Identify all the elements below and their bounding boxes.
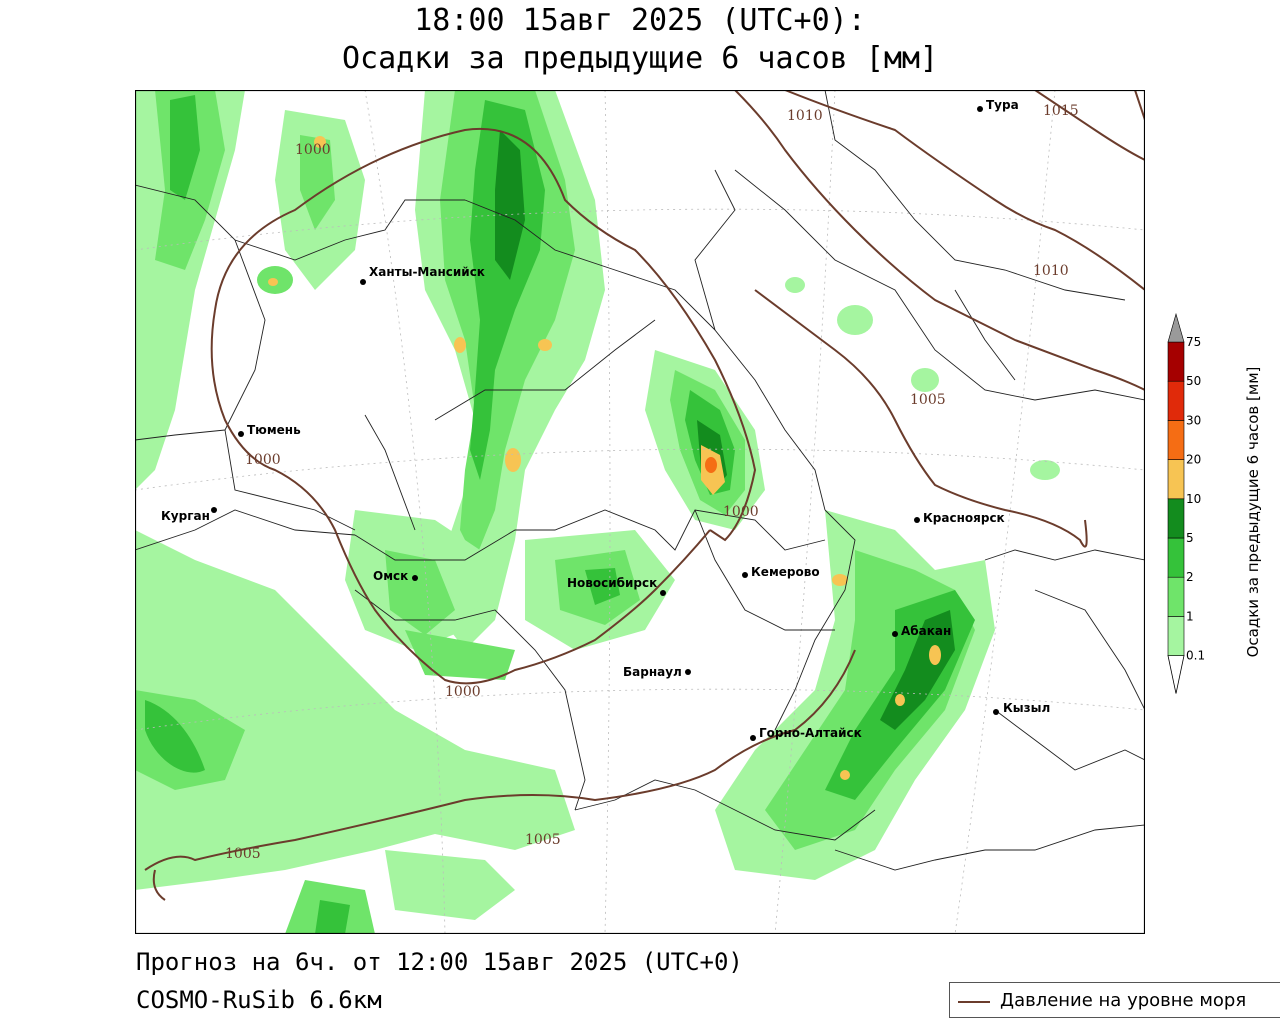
colorbar-level-label: 5 xyxy=(1186,531,1194,545)
city-label: Курган xyxy=(161,509,210,523)
graticule xyxy=(135,90,1145,934)
city-label: Кызыл xyxy=(1003,701,1050,715)
colorbar-level-label: 50 xyxy=(1186,374,1201,388)
map-title-time: 18:00 15авг 2025 (UTC+0): xyxy=(414,3,866,38)
city-kemerovo: Кемерово xyxy=(742,565,820,579)
colorbar-level-label: 20 xyxy=(1186,453,1201,467)
isobar-label: 1010 xyxy=(1033,263,1069,279)
colorbar-swatch xyxy=(1167,537,1185,578)
isobar-label: 1005 xyxy=(225,846,261,862)
isobar-label: 1010 xyxy=(787,108,823,124)
colorbar-level-label: 0.1 xyxy=(1186,649,1205,663)
city-label: Кемерово xyxy=(751,565,820,579)
forecast-info: Прогноз на 6ч. от 12:00 15авг 2025 (UTC+… xyxy=(136,948,743,976)
city-tyumen: Тюмень xyxy=(238,423,301,437)
city-kyzyl: Кызыл xyxy=(993,701,1050,715)
isobar-label: 1005 xyxy=(525,832,561,848)
isobars xyxy=(144,90,1145,901)
city-label: Барнаул xyxy=(623,665,682,679)
colorbar-swatch xyxy=(1167,498,1185,539)
city-omsk: Омск xyxy=(373,569,418,583)
model-name: COSMO-RuSib 6.6км xyxy=(136,986,382,1014)
isobar-label: 1000 xyxy=(445,684,481,700)
colorbar-above-triangle xyxy=(1167,312,1185,343)
colorbar-level-label: 10 xyxy=(1186,492,1201,506)
isobar-label: 1005 xyxy=(910,392,946,408)
city-krasnoyarsk: Красноярск xyxy=(914,511,1005,525)
precipitation-map: 1010 1015 1000 1010 1005 1000 1000 1000 … xyxy=(135,90,1145,934)
isobar-label: 1000 xyxy=(245,452,281,468)
city-gorno-altaysk: Горно-Алтайск xyxy=(750,726,862,741)
colorbar-swatch xyxy=(1167,459,1185,500)
city-label: Горно-Алтайск xyxy=(759,726,862,740)
pressure-legend-label: Давление на уровне моря xyxy=(1000,990,1247,1011)
isobar-label: 1015 xyxy=(1043,103,1079,119)
colorbar-labels: 0.1 1 2 5 10 20 30 50 75 xyxy=(1186,335,1205,663)
pressure-legend: Давление на уровне моря xyxy=(949,982,1280,1018)
city-label: Красноярск xyxy=(923,511,1005,525)
city-kurgan: Курган xyxy=(161,507,217,523)
colorbar-below-triangle xyxy=(1167,655,1185,694)
colorbar-swatch xyxy=(1167,420,1185,460)
precipitation-colorbar: 0.1 1 2 5 10 20 30 50 75 Осадки за предыдущие 6 … xyxy=(1160,312,1280,712)
colorbar-swatch xyxy=(1167,380,1185,421)
city-barnaul: Барнаул xyxy=(623,665,691,679)
colorbar-level-label: 2 xyxy=(1186,570,1194,584)
colorbar-title: Осадки за предыдущие 6 часов [мм] xyxy=(1244,367,1262,658)
isobar-label: 1000 xyxy=(723,504,759,520)
city-novosibirsk: Новосибирск xyxy=(567,576,666,596)
isobar-label: 1000 xyxy=(295,142,331,158)
isobar-labels: 1010 1015 1000 1010 1005 1000 1000 1000 … xyxy=(225,103,1079,862)
colorbar-level-label: 75 xyxy=(1186,335,1201,349)
map-title-variable: Осадки за предыдущие 6 часов [мм] xyxy=(341,41,939,76)
city-label: Абакан xyxy=(901,624,951,638)
city-label: Тюмень xyxy=(247,423,301,437)
colorbar-level-label: 30 xyxy=(1186,413,1201,427)
colorbar-level-label: 1 xyxy=(1186,609,1194,623)
city-abakan: Абакан xyxy=(892,624,951,638)
colorbar-swatch xyxy=(1167,576,1185,617)
city-label: Новосибирск xyxy=(567,576,657,590)
city-label: Ханты-Мансийск xyxy=(369,265,485,279)
city-tura: Тура xyxy=(977,98,1019,112)
city-label: Тура xyxy=(986,98,1019,112)
city-label: Омск xyxy=(373,569,408,583)
city-markers: Тура Ханты-Мансийск Тюмень Курган Омск Н… xyxy=(161,98,1050,741)
colorbar-swatch xyxy=(1167,616,1185,656)
city-khanty-mansiysk: Ханты-Мансийск xyxy=(360,265,485,285)
colorbar-swatch xyxy=(1167,341,1185,382)
colorbar-swatches xyxy=(1167,312,1185,694)
pressure-line-swatch xyxy=(958,1001,990,1003)
